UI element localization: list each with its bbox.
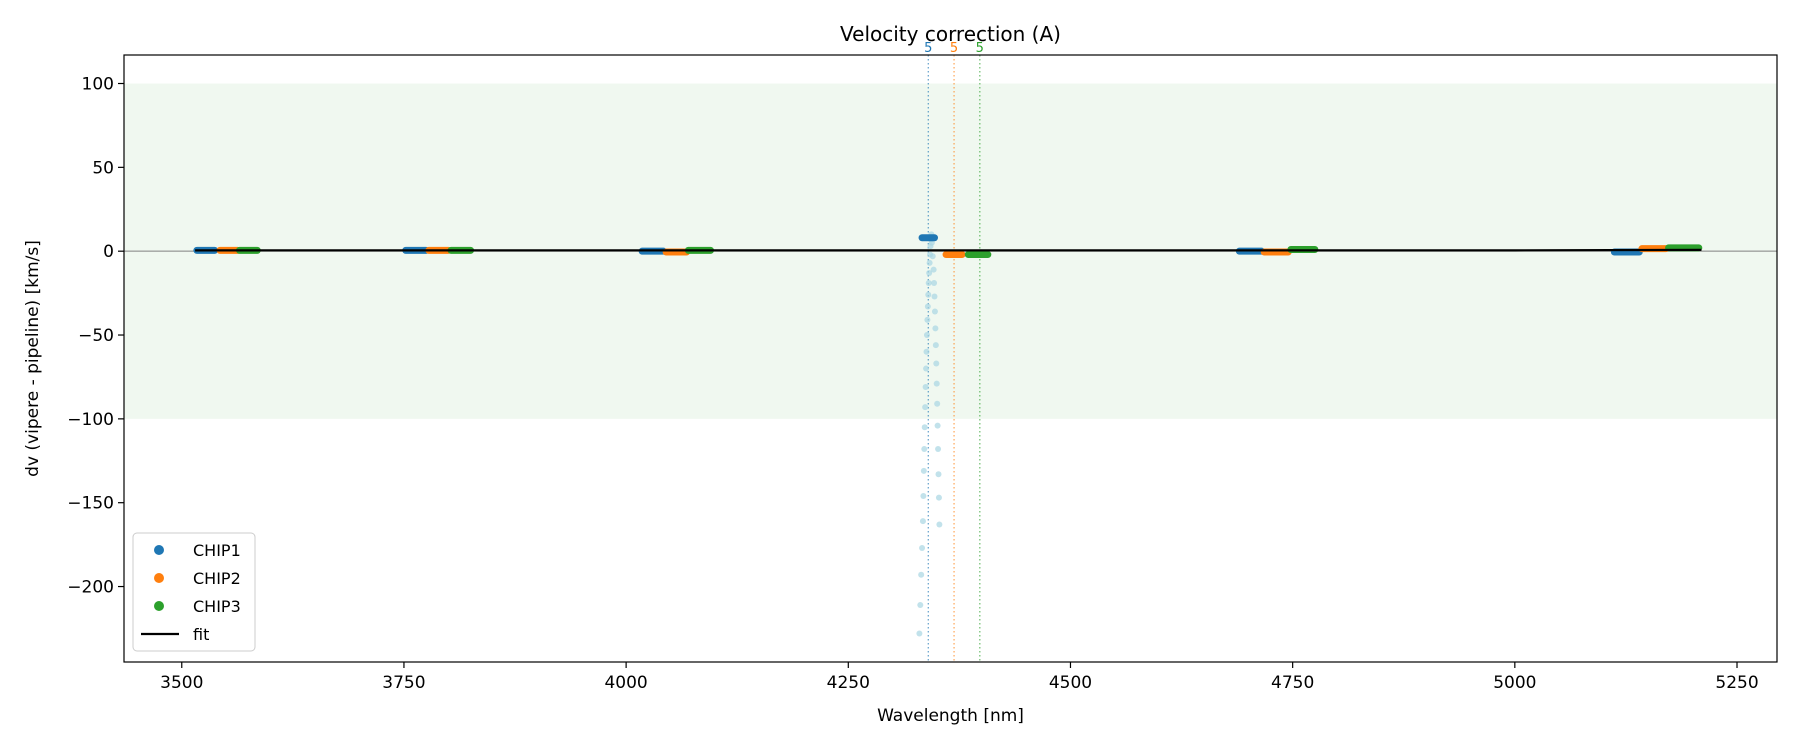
outlier-point — [922, 404, 929, 411]
x-tick-label: 5250 — [1715, 673, 1758, 693]
legend-chip3-marker — [154, 601, 164, 611]
x-axis-label: Wavelength [nm] — [877, 706, 1024, 726]
y-tick-label: −50 — [78, 326, 114, 346]
legend-fit-label: fit — [193, 625, 209, 644]
y-tick-label: −200 — [67, 578, 114, 598]
vline-label-1: 5 — [924, 41, 932, 56]
outlier-point — [934, 400, 941, 407]
outlier-point — [930, 266, 937, 273]
x-tick-label: 4500 — [1049, 673, 1092, 693]
vline-label-3: 5 — [976, 41, 984, 56]
outlier-point — [935, 471, 942, 478]
outlier-point — [933, 380, 940, 387]
outlier-point — [931, 293, 938, 300]
x-tick-label: 5000 — [1493, 673, 1536, 693]
outlier-point — [923, 348, 930, 355]
y-tick-label: 100 — [82, 75, 114, 95]
outlier-point — [929, 253, 936, 260]
fit-line — [195, 248, 1702, 252]
outlier-point — [935, 446, 942, 453]
outlier-point — [935, 494, 942, 501]
outlier-point — [923, 365, 930, 372]
y-tick-label: −150 — [67, 494, 114, 514]
outlier-point — [919, 544, 926, 551]
outlier-point — [924, 316, 931, 323]
outlier-point — [922, 384, 929, 391]
outlier-point — [924, 303, 931, 310]
outlier-point — [916, 630, 923, 637]
vline-label-2: 5 — [950, 41, 958, 56]
legend-chip1-label: CHIP1 — [193, 541, 241, 560]
outlier-point — [921, 446, 928, 453]
tick-layer: 5 5 5 3500 3750 4000 4250 4500 4750 5000 5250 100 50… — [67, 41, 1758, 693]
outlier-point — [920, 492, 927, 499]
legend-chip2-label: CHIP2 — [193, 569, 241, 588]
outlier-point — [921, 424, 928, 431]
legend-chip1-marker — [154, 545, 164, 555]
x-tick-label: 4750 — [1271, 673, 1314, 693]
outlier-point — [931, 280, 938, 287]
outlier-point — [919, 518, 926, 525]
outlier-point — [934, 422, 941, 429]
legend-chip2-marker — [154, 573, 164, 583]
y-tick-label: 50 — [92, 158, 114, 178]
outlier-point — [917, 601, 924, 608]
chart-title: Velocity correction (A) — [840, 22, 1061, 46]
outlier-point — [925, 291, 932, 298]
legend: CHIP1 CHIP2 CHIP3 fit — [132, 532, 256, 652]
legend-chip3-label: CHIP3 — [193, 597, 241, 616]
outlier-point — [928, 239, 935, 246]
outlier-point — [931, 308, 938, 315]
outlier-point — [920, 467, 927, 474]
outlier-point — [926, 259, 933, 266]
x-tick-label: 4000 — [604, 673, 647, 693]
legend-box — [132, 532, 256, 652]
x-tick-label: 3750 — [382, 673, 425, 693]
axes-frame — [123, 54, 1778, 663]
y-tick-label: −100 — [67, 410, 114, 430]
outlier-point — [932, 325, 939, 332]
outlier-point — [918, 571, 925, 578]
x-tick-label: 3500 — [160, 673, 203, 693]
outlier-point — [925, 280, 932, 287]
x-tick-label: 4250 — [827, 673, 870, 693]
outlier-point — [923, 332, 930, 339]
outlier-point — [933, 360, 940, 367]
outlier-point — [932, 342, 939, 349]
outlier-point — [936, 521, 943, 528]
y-axis-label: dv (vipere - pipeline) [km/s] — [23, 240, 43, 477]
plot-layer — [124, 55, 1777, 662]
outlier-point — [926, 269, 933, 276]
y-tick-label: 0 — [103, 242, 114, 262]
